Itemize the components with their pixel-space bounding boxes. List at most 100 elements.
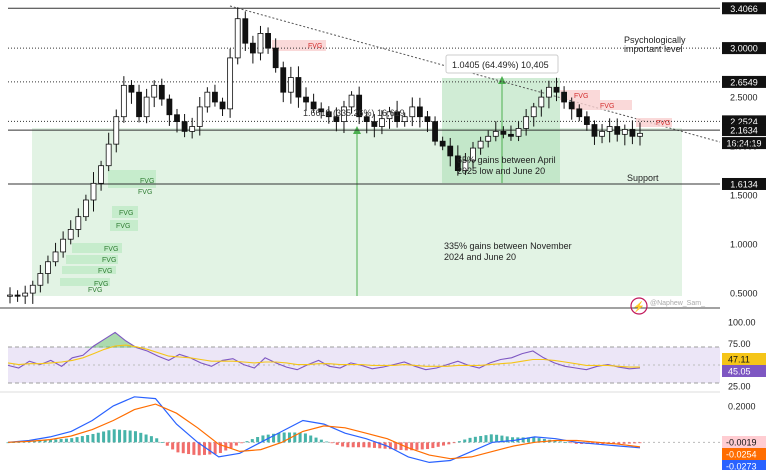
price-candle xyxy=(454,155,461,171)
macd-histogram-bar xyxy=(537,438,541,443)
macd-histogram-bar xyxy=(256,437,260,443)
macd-histogram-bar xyxy=(357,442,361,448)
price-candle xyxy=(401,116,408,122)
macd-histogram-bar xyxy=(133,431,137,443)
macd-histogram-bar xyxy=(441,442,445,446)
macd-histogram-bar xyxy=(303,433,307,443)
fvg-box-bearish xyxy=(272,40,326,51)
macd-histogram-bar xyxy=(282,432,286,443)
price-candle xyxy=(432,121,438,142)
macd-histogram-bar xyxy=(128,430,132,443)
countdown-badge xyxy=(722,137,766,150)
price-level-label: 2.6549 xyxy=(730,77,758,87)
macd-histogram-bar xyxy=(314,437,318,443)
price-candle xyxy=(189,126,196,132)
rsi-ma-line xyxy=(7,344,640,368)
price-candle xyxy=(249,42,256,54)
rsi-readout-label: 47.11 xyxy=(728,355,750,365)
price-candle xyxy=(113,116,120,145)
price-candle xyxy=(310,101,317,110)
macd-histogram-bar xyxy=(319,439,323,443)
price-level-badge xyxy=(722,124,766,137)
macd-histogram-bar xyxy=(112,429,116,443)
macd-histogram-bar xyxy=(293,432,297,443)
price-candle xyxy=(409,106,416,118)
macd-histogram-bar xyxy=(218,442,222,453)
macd-histogram-bar xyxy=(33,441,37,443)
price-candle xyxy=(295,77,302,98)
price-candle xyxy=(386,111,393,120)
price-candles xyxy=(7,7,643,304)
price-candle xyxy=(29,284,36,294)
macd-histogram-bar xyxy=(75,437,79,443)
price-candle xyxy=(234,18,241,59)
macd-histogram-bar xyxy=(229,442,233,449)
descending-trendline xyxy=(229,5,721,143)
annotation-measure-box xyxy=(445,54,559,74)
macd-tick-label: 0.2000 xyxy=(728,401,756,411)
macd-histogram-bar xyxy=(80,436,84,443)
macd-histogram-bar xyxy=(171,442,175,450)
macd-histogram-bar xyxy=(48,439,52,443)
annotation-65-line1: 65% gains between April xyxy=(457,155,556,165)
macd-histogram-bar xyxy=(165,442,169,446)
price-candle xyxy=(333,116,340,122)
macd-histogram-bar xyxy=(468,437,472,443)
price-candle xyxy=(257,33,264,54)
macd-histogram-bar xyxy=(431,442,435,449)
price-candle xyxy=(637,132,643,137)
watermark-logo xyxy=(630,297,648,315)
price-candle xyxy=(348,94,355,108)
price-candle xyxy=(7,294,13,297)
price-candle xyxy=(379,118,385,127)
macd-histogram-bar xyxy=(197,442,201,456)
fvg-box xyxy=(110,220,138,231)
macd-histogram-bar xyxy=(192,442,196,455)
price-candle xyxy=(37,273,44,286)
rsi-series xyxy=(7,331,641,371)
countdown-label: 16:24:19 xyxy=(726,139,761,149)
macd-histogram-bar xyxy=(362,442,366,448)
price-candle xyxy=(204,91,211,108)
macd-signal-line xyxy=(7,403,641,460)
price-candle xyxy=(181,121,188,132)
price-candle xyxy=(45,261,51,274)
macd-histogram-bar xyxy=(309,435,313,443)
macd-histogram-bar xyxy=(118,429,122,443)
macd-histogram-bar xyxy=(287,432,291,443)
annotation-support: Support xyxy=(627,173,659,183)
rsi-readout-label: 45.05 xyxy=(728,367,751,377)
price-tick-label: 0.5000 xyxy=(730,289,758,299)
price-candle xyxy=(500,130,507,135)
macd-histogram-bar xyxy=(495,434,499,443)
price-candle xyxy=(14,294,21,297)
macd-histogram-bar xyxy=(388,442,392,450)
price-candle xyxy=(371,121,378,127)
macd-histogram-bar xyxy=(64,438,68,443)
price-candle xyxy=(538,96,545,108)
macd-histogram-bar xyxy=(558,441,562,443)
price-candle xyxy=(242,18,249,44)
macd-histogram-bar xyxy=(617,442,621,444)
price-tick-label: 2.5000 xyxy=(730,93,758,103)
macd-histogram-bar xyxy=(298,432,302,443)
macd-histogram-bar xyxy=(277,432,281,443)
annotation-measure-335: 1.6619 (335.26%) 16,619 xyxy=(303,108,405,118)
macd-histogram-bar xyxy=(144,434,148,443)
price-level-label: 2.2524 xyxy=(730,117,758,127)
annotation-335-line2: 2024 and June 20 xyxy=(444,252,516,262)
macd-histogram-bar xyxy=(261,435,265,443)
price-candle xyxy=(166,98,173,116)
rsi-readout-badge xyxy=(722,353,766,365)
fvg-box-bearish xyxy=(560,90,600,100)
price-candle xyxy=(325,111,332,118)
price-candle xyxy=(136,91,142,118)
macd-histogram-bar xyxy=(484,435,488,443)
macd-histogram-bar xyxy=(6,442,10,444)
price-candle xyxy=(416,106,423,118)
fvg-box xyxy=(62,266,116,274)
annotation-psych-2: important level xyxy=(624,44,683,54)
macd-histogram-bar xyxy=(272,433,276,443)
